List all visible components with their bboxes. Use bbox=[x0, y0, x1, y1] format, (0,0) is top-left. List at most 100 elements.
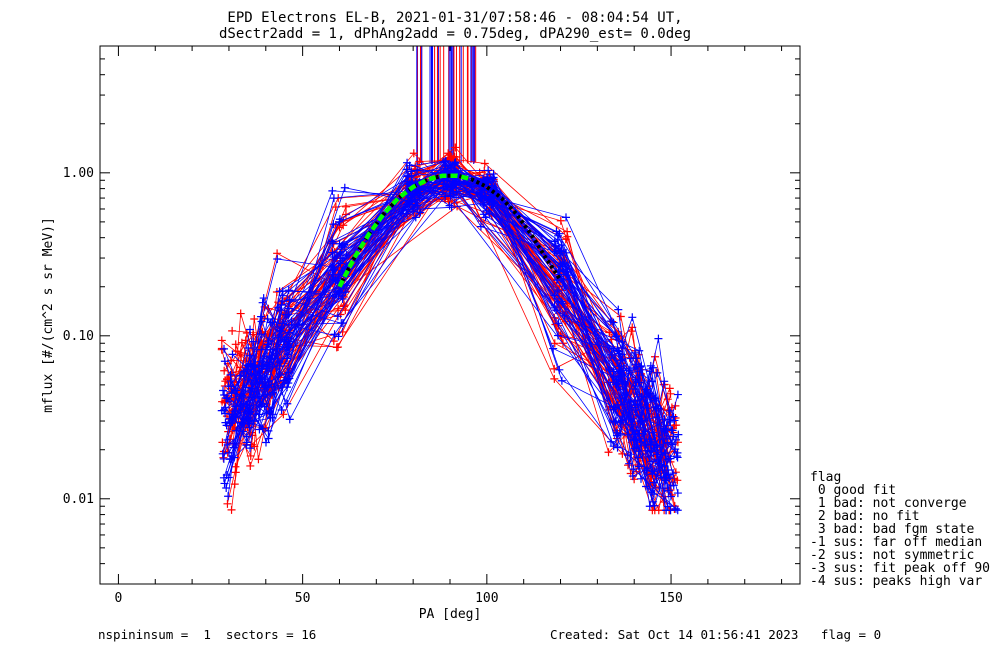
blue-series-point bbox=[609, 367, 618, 376]
blue-series-point bbox=[228, 350, 237, 359]
blue-series-point bbox=[632, 354, 641, 363]
blue-series-point bbox=[268, 413, 277, 422]
blue-series-point bbox=[450, 159, 459, 168]
blue-series-point bbox=[634, 447, 643, 456]
blue-series-point bbox=[277, 405, 286, 414]
blue-series-point bbox=[402, 165, 411, 174]
blue-series-point bbox=[340, 183, 349, 192]
blue-series-point bbox=[222, 471, 231, 480]
blue-series-point bbox=[249, 362, 258, 371]
legend-item: -3 sus: fit peak off 90 bbox=[810, 561, 990, 576]
blue-series-point bbox=[220, 344, 229, 353]
legend-item: 0 good fit bbox=[810, 483, 896, 498]
blue-series-point bbox=[642, 466, 651, 475]
blue-series-point bbox=[557, 376, 566, 385]
blue-series-point bbox=[244, 344, 253, 353]
y-tick-label: 0.10 bbox=[63, 329, 94, 344]
red-series-point bbox=[665, 384, 674, 393]
blue-series-point bbox=[222, 483, 231, 492]
blue-series-point bbox=[631, 382, 640, 391]
blue-series-point bbox=[328, 248, 337, 257]
blue-series-point bbox=[631, 401, 640, 410]
blue-series-point bbox=[245, 407, 254, 416]
blue-series-point bbox=[672, 452, 681, 461]
blue-series-point bbox=[647, 437, 656, 446]
red-series-point bbox=[237, 338, 246, 347]
blue-series-point bbox=[485, 209, 494, 218]
blue-series-point bbox=[338, 294, 347, 303]
blue-series-point bbox=[653, 368, 662, 377]
blue-series-point bbox=[552, 227, 561, 236]
blue-series-point bbox=[278, 383, 287, 392]
blue-series-point bbox=[477, 186, 486, 195]
red-series-point bbox=[624, 461, 633, 470]
blue-series-point bbox=[553, 331, 562, 340]
blue-series-point bbox=[636, 362, 645, 371]
blue-series-point bbox=[226, 377, 235, 386]
blue-series-point bbox=[482, 173, 491, 182]
blue-series-point bbox=[447, 203, 456, 212]
blue-series-point bbox=[609, 417, 618, 426]
blue-series-point bbox=[255, 402, 264, 411]
blue-series-point bbox=[224, 492, 233, 501]
blue-series-point bbox=[628, 425, 637, 434]
blue-series-point bbox=[667, 439, 676, 448]
blue-series-point bbox=[282, 333, 291, 342]
red-series-point bbox=[672, 421, 681, 430]
legend-item: 1 bad: not converge bbox=[810, 496, 967, 511]
blue-series-point bbox=[334, 332, 343, 341]
red-series-point bbox=[451, 143, 460, 152]
red-series-point bbox=[666, 389, 675, 398]
red-series-point bbox=[654, 506, 663, 515]
red-series-point bbox=[334, 304, 343, 313]
y-axis-label: mflux [#/(cm^2 s sr MeV)] bbox=[41, 217, 56, 413]
red-series-point bbox=[223, 499, 232, 508]
blue-series-point bbox=[285, 415, 294, 424]
red-series-point bbox=[556, 216, 565, 225]
axes: 0 50 100 150 0.01 0.10 1.00 bbox=[63, 45, 800, 606]
blue-series-point bbox=[550, 301, 559, 310]
blue-series-point bbox=[239, 399, 248, 408]
footer-left: nspininsum = 1 sectors = 16 bbox=[98, 627, 317, 642]
blue-series-point bbox=[665, 415, 674, 424]
red-series-point bbox=[279, 410, 288, 419]
blue-series-point bbox=[330, 265, 339, 274]
red-series-point bbox=[616, 312, 625, 321]
blue-series-point bbox=[662, 506, 671, 515]
blue-series-point bbox=[651, 394, 660, 403]
legend-item: -1 sus: far off median bbox=[810, 535, 982, 550]
blue-series-point bbox=[628, 472, 637, 481]
red-series-point bbox=[254, 455, 263, 464]
red-series-point bbox=[341, 306, 350, 315]
red-series-point bbox=[341, 210, 350, 219]
blue-series-point bbox=[413, 166, 422, 175]
legend-item: -4 sus: peaks high var bbox=[810, 574, 982, 589]
y-tick-label: 0.01 bbox=[63, 492, 94, 507]
blue-series-point bbox=[625, 459, 634, 468]
blue-series-point bbox=[231, 412, 240, 421]
blue-series-point bbox=[623, 431, 632, 440]
red-series-point bbox=[231, 468, 240, 477]
red-series-point bbox=[334, 343, 343, 352]
blue-series-point bbox=[635, 434, 644, 443]
blue-series-point bbox=[648, 428, 657, 437]
blue-series-point bbox=[243, 365, 252, 374]
blue-series-point bbox=[635, 462, 644, 471]
plot-frame bbox=[99, 45, 801, 585]
blue-series-point bbox=[278, 287, 287, 296]
blue-series-point bbox=[669, 481, 678, 490]
chart-title-line2: dSectr2add = 1, dPhAng2add = 0.75deg, dP… bbox=[219, 26, 691, 42]
blue-series-point bbox=[605, 365, 614, 374]
blue-series-point bbox=[673, 390, 682, 399]
blue-series-point bbox=[666, 492, 675, 501]
y-tick-label: 1.00 bbox=[63, 166, 94, 181]
chart-title-line1: EPD Electrons EL-B, 2021-01-31/07:58:46 … bbox=[227, 10, 682, 26]
red-series-line bbox=[230, 186, 675, 459]
blue-series-point bbox=[261, 438, 270, 447]
blue-series-point bbox=[285, 295, 294, 304]
blue-series-point bbox=[609, 318, 618, 327]
blue-series-point bbox=[242, 438, 251, 447]
blue-series-point bbox=[340, 243, 349, 252]
red-series-point bbox=[342, 202, 351, 211]
blue-series-point bbox=[673, 489, 682, 498]
